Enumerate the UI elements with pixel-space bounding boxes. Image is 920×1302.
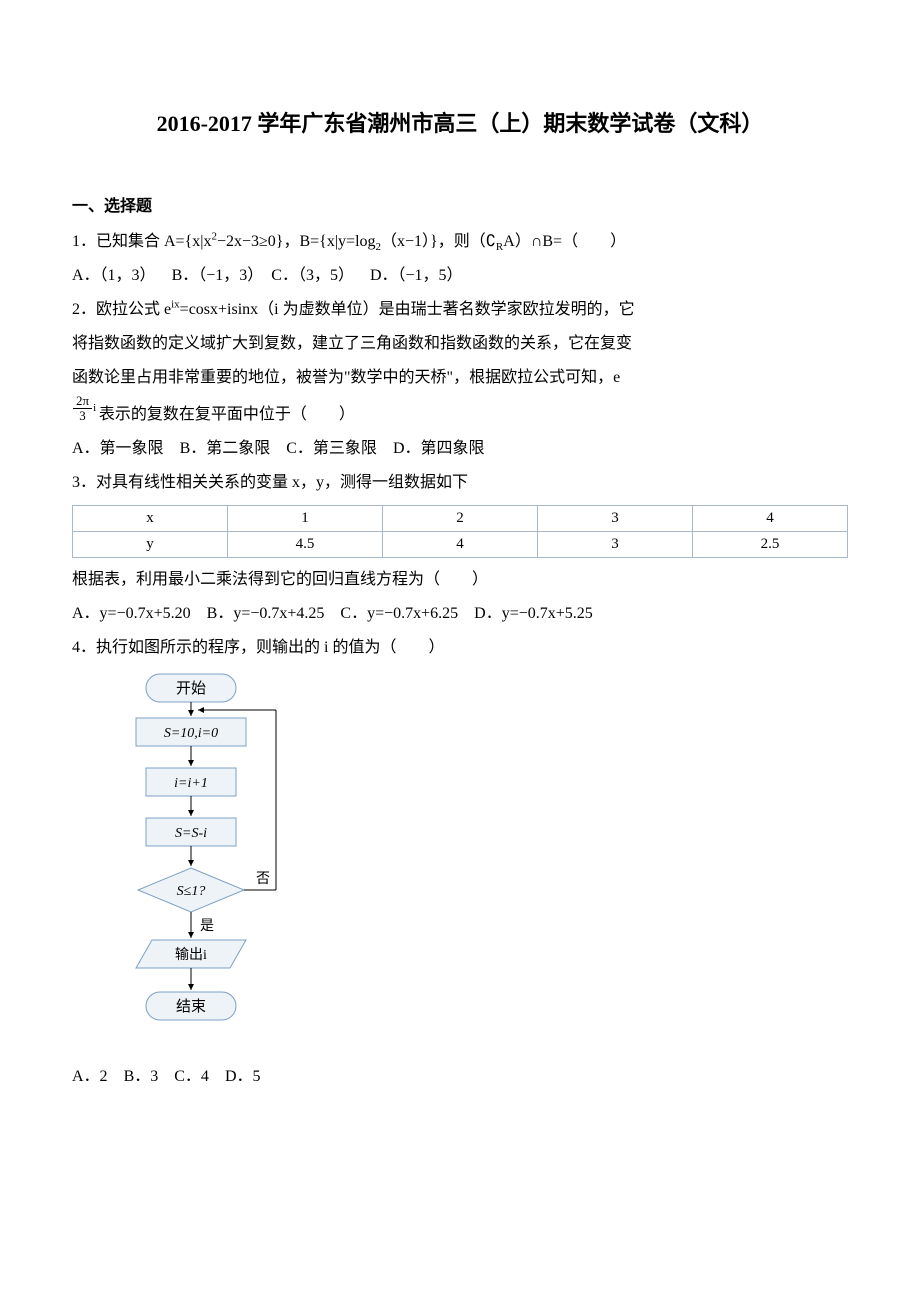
q4-option-b: B．3 <box>124 1068 159 1085</box>
q4-option-d: D．5 <box>225 1068 261 1085</box>
q4-stem: 4．执行如图所示的程序，则输出的 i 的值为（ ） <box>72 632 848 664</box>
q3-option-c: C．y=−0.7x+6.25 <box>340 605 458 622</box>
page-title: 2016-2017 学年广东省潮州市高三（上）期末数学试卷（文科） <box>72 106 848 138</box>
q1-option-b: B．（−1，3） <box>172 267 264 284</box>
q3-x-2: 2 <box>383 506 538 532</box>
q2-exponent-i: i <box>93 402 96 414</box>
q1-option-c: C．（3，5） <box>271 267 354 284</box>
section-header: 一、选择题 <box>72 192 848 216</box>
q2-frac-num: 2π <box>73 394 92 408</box>
q2-line3: 函数论里占用非常重要的地位，被誉为"数学中的天桥"，根据欧拉公式可知，e <box>72 362 848 394</box>
flow-init-label: S=10,i=0 <box>164 726 218 741</box>
flow-sub-label: S=S-i <box>175 826 207 841</box>
q1-option-a: A．（1，3） <box>72 267 156 284</box>
q2-line2: 将指数函数的定义域扩大到复数，建立了三角函数和指数函数的关系，它在复变 <box>72 328 848 360</box>
q3-y-1: 4.5 <box>228 532 383 558</box>
q4-option-c: C．4 <box>174 1068 209 1085</box>
q4-option-a: A．2 <box>72 1068 108 1085</box>
q2-line1: 2．欧拉公式 eix=cosx+isinx（i 为虚数单位）是由瑞士著名数学家欧… <box>72 294 848 326</box>
q1-stem: 1．已知集合 A={x|x2−2x−3≥0}，B={x|y=log2（x−1）}… <box>72 226 848 258</box>
q3-option-a: A．y=−0.7x+5.20 <box>72 605 191 622</box>
q2-option-d: D．第四象限 <box>393 440 485 457</box>
q3-y-3: 3 <box>538 532 693 558</box>
q2-line4-tail: 表示的复数在复平面中位于（ ） <box>99 406 355 423</box>
q2-option-c: C．第三象限 <box>286 440 377 457</box>
q3-x-3: 3 <box>538 506 693 532</box>
q1-options: A．（1，3） B．（−1，3） C．（3，5） D．（−1，5） <box>72 260 848 292</box>
q3-y-4: 2.5 <box>693 532 848 558</box>
table-row: x 1 2 3 4 <box>73 506 848 532</box>
flow-inc-label: i=i+1 <box>174 776 208 791</box>
q3-x-4: 4 <box>693 506 848 532</box>
flow-out-label: 输出i <box>175 947 207 963</box>
q3-th-y: y <box>73 532 228 558</box>
q3-options: A．y=−0.7x+5.20 B．y=−0.7x+4.25 C．y=−0.7x+… <box>72 598 848 630</box>
q3-option-d: D．y=−0.7x+5.25 <box>474 605 593 622</box>
q4-flowchart: 开始 S=10,i=0 i=i+1 S=S-i S≤1? 否 是 <box>116 670 848 1055</box>
q2-line1-b: =cosx+isinx（i 为虚数单位）是由瑞士著名数学家欧拉发明的，它 <box>180 301 635 318</box>
flowchart-svg: 开始 S=10,i=0 i=i+1 S=S-i S≤1? 否 是 <box>116 670 326 1050</box>
q3-th-x: x <box>73 506 228 532</box>
q1-stem-part-b: −2x−3≥0}，B={x|y=log <box>217 233 376 250</box>
q1-stem-part-c: （x−1）}，则（∁ <box>381 233 496 250</box>
flow-end-label: 结束 <box>176 998 206 1015</box>
q2-sup-ix: ix <box>171 299 180 311</box>
q3-y-2: 4 <box>383 532 538 558</box>
flow-no-label: 否 <box>256 872 270 887</box>
q2-option-b: B．第二象限 <box>180 440 271 457</box>
q2-line1-a: 2．欧拉公式 e <box>72 301 171 318</box>
table-row: y 4.5 4 3 2.5 <box>73 532 848 558</box>
q2-option-a: A．第一象限 <box>72 440 164 457</box>
q3-option-b: B．y=−0.7x+4.25 <box>207 605 325 622</box>
q2-line4: 2π 3 i 表示的复数在复平面中位于（ ） <box>72 396 848 431</box>
q2-frac-den: 3 <box>73 408 92 423</box>
q1-stem-part-a: 1．已知集合 A={x|x <box>72 233 211 250</box>
q1-stem-part-d: A）∩B=（ ） <box>503 233 626 250</box>
q3-table: x 1 2 3 4 y 4.5 4 3 2.5 <box>72 505 848 558</box>
q1-option-d: D．（−1，5） <box>370 267 463 284</box>
q2-exponent-fraction: 2π 3 <box>73 394 92 422</box>
q3-x-1: 1 <box>228 506 383 532</box>
q4-options: A．2 B．3 C．4 D．5 <box>72 1061 848 1093</box>
flow-yes-label: 是 <box>200 919 214 934</box>
q3-stem: 3．对具有线性相关关系的变量 x，y，测得一组数据如下 <box>72 467 848 499</box>
flow-start-label: 开始 <box>176 680 206 697</box>
q2-options: A．第一象限 B．第二象限 C．第三象限 D．第四象限 <box>72 433 848 465</box>
flow-cond-label: S≤1? <box>177 884 206 899</box>
q3-after: 根据表，利用最小二乘法得到它的回归直线方程为（ ） <box>72 564 848 596</box>
